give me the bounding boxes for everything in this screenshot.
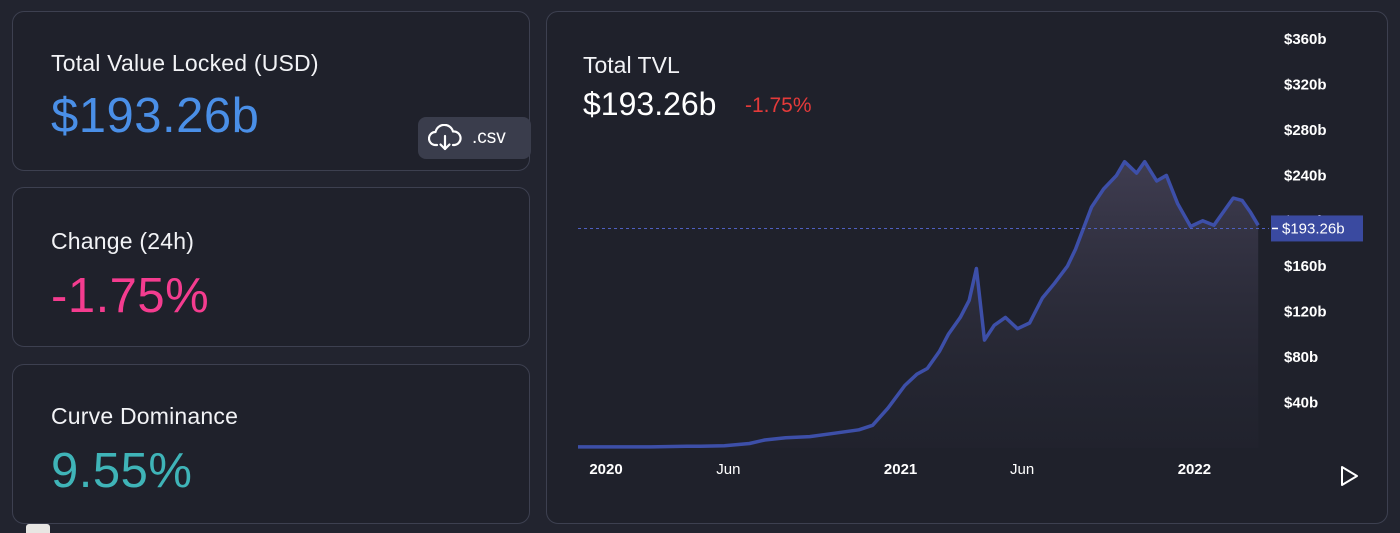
- total-value-locked-card: Total Value Locked (USD) $193.26b .csv: [12, 11, 531, 171]
- x-tick-label: Jun: [1010, 461, 1034, 478]
- y-tick-label: $80b: [1284, 349, 1318, 366]
- x-tick-label: Jun: [716, 461, 740, 478]
- chart-change: -1.75%: [745, 94, 812, 117]
- total-tvl-chart-card: $40b$80b$120b$160b$200b$240b$280b$320b$3…: [546, 11, 1388, 524]
- csv-button-label: .csv: [472, 127, 506, 148]
- current-value-tag: [1271, 215, 1363, 242]
- tvl-chart[interactable]: $40b$80b$120b$160b$200b$240b$280b$320b$3…: [547, 12, 1388, 524]
- y-tick-label: $240b: [1284, 167, 1327, 184]
- tvl-label: Total Value Locked (USD): [51, 50, 319, 76]
- x-tick-label: 2020: [589, 461, 622, 478]
- tvl-series-line: [578, 159, 1260, 449]
- corner-mark: [26, 524, 50, 533]
- chart-title: Total TVL: [583, 52, 680, 78]
- x-tick-label: 2022: [1178, 461, 1211, 478]
- y-tick-label: $120b: [1284, 304, 1327, 321]
- dominance-label: Curve Dominance: [51, 403, 239, 429]
- y-tick-label: $320b: [1284, 76, 1327, 93]
- y-tick-label: $40b: [1284, 395, 1318, 412]
- current-value-tag-label: $193.26b: [1282, 220, 1345, 237]
- tvl-value: $193.26b: [51, 89, 260, 143]
- play-icon[interactable]: [1337, 464, 1361, 488]
- y-tick-label: $360b: [1284, 31, 1327, 48]
- change-value: -1.75%: [51, 269, 210, 323]
- change-24h-card: Change (24h) -1.75%: [12, 187, 530, 347]
- change-label: Change (24h): [51, 228, 195, 254]
- y-tick-label: $160b: [1284, 258, 1327, 275]
- cloud-download-icon: [428, 124, 462, 152]
- y-tick-label: $280b: [1284, 122, 1327, 139]
- dominance-value: 9.55%: [51, 444, 193, 498]
- x-tick-label: 2021: [884, 461, 917, 478]
- download-csv-button[interactable]: .csv: [418, 117, 531, 159]
- chart-current-value: $193.26b: [583, 86, 717, 122]
- curve-dominance-card: Curve Dominance 9.55%: [12, 364, 530, 524]
- tvl-area-fill: [578, 161, 1259, 448]
